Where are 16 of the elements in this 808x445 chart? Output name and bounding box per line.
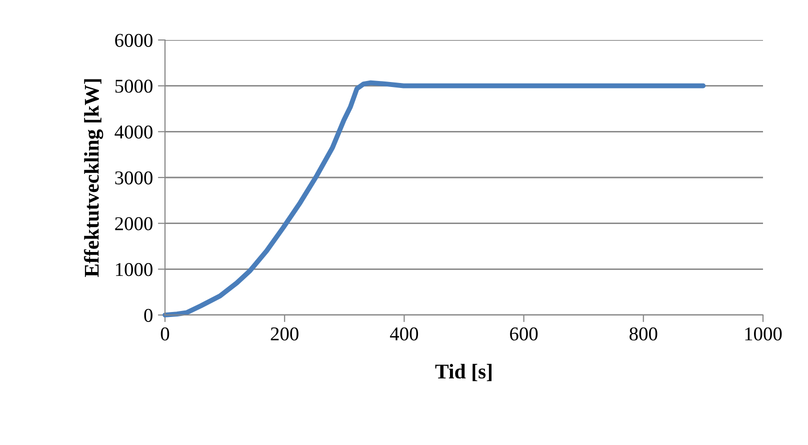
y-tick-label: 0 [144, 308, 152, 322]
x-tick-label: 1000 [745, 327, 782, 340]
x-tick-label: 800 [630, 327, 658, 340]
y-tick-label: 3000 [115, 171, 152, 184]
x-tick-label: 200 [270, 327, 298, 340]
y-tick-label: 2000 [115, 217, 152, 230]
x-tick-label: 600 [510, 327, 538, 340]
x-tick-label: 0 [160, 327, 170, 340]
x-tick-label: 400 [390, 327, 418, 340]
line-series [162, 80, 706, 318]
x-axis-title: Tid [s] [435, 364, 492, 382]
y-tick-label: 6000 [115, 34, 152, 47]
y-axis-title: Effektutveckling [kW] [84, 79, 104, 277]
y-tick-label: 5000 [115, 80, 152, 93]
y-tick-label: 4000 [114, 125, 152, 139]
y-tick-label: 1000 [116, 262, 152, 276]
